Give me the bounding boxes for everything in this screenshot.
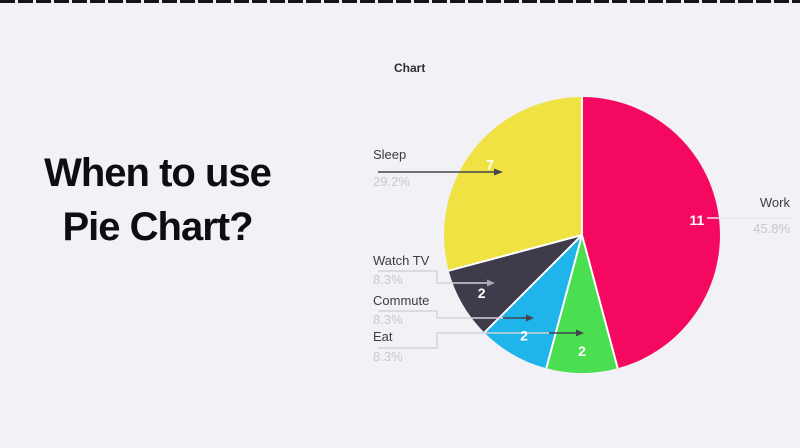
work-label: Work	[759, 195, 790, 210]
slice-separator	[483, 234, 583, 334]
commute-label: Commute	[373, 293, 430, 308]
top-border-decoration	[0, 0, 800, 3]
page-title-line1: When to use	[44, 151, 272, 195]
eat-label: Eat	[373, 329, 393, 344]
eat-percent: 8.3%	[373, 349, 403, 364]
slice-separator	[545, 234, 583, 369]
watch-tv-connector-arrow-icon	[487, 279, 495, 287]
watch-tv-percent: 8.3%	[373, 272, 403, 287]
commute-percent: 8.3%	[373, 312, 403, 327]
chart-title: Chart	[394, 61, 426, 75]
slice-value-sleep: 7	[486, 156, 494, 172]
pie-slice-work	[582, 97, 720, 369]
eat-connector-line	[378, 332, 549, 349]
eat-connector-arrow-icon	[576, 329, 584, 337]
pie-slices-group	[444, 97, 720, 373]
watch-tv-connector-line	[378, 270, 487, 284]
pie-slice-commute	[484, 235, 582, 369]
sleep-label: Sleep	[373, 147, 407, 162]
watch-tv-label: Watch TV	[373, 253, 430, 268]
commute-connector-line	[378, 310, 503, 319]
slice-separator	[581, 234, 619, 369]
callout-connectors-group	[378, 168, 791, 349]
slice-value-eat: 2	[578, 343, 586, 359]
pie-slice-sleep	[444, 97, 582, 271]
sleep-connector-arrow-icon	[494, 168, 503, 176]
slice-value-commute: 2	[520, 327, 528, 343]
sleep-percent: 29.2%	[373, 174, 410, 189]
commute-connector-arrow-icon	[526, 314, 534, 322]
slice-separator	[448, 234, 583, 272]
slice-value-work: 11	[689, 212, 704, 228]
pie-slice-eat	[546, 235, 618, 373]
work-percent: 45.8%	[753, 221, 790, 236]
page-title: When to use Pie Chart?	[0, 146, 315, 254]
slice-value-watch-tv: 2	[478, 285, 486, 301]
slice-value-labels-group: 11 2 2 2 7	[478, 156, 705, 359]
pie-slice-watch-tv	[448, 235, 582, 333]
page-title-line2: Pie Chart?	[62, 205, 253, 249]
slice-separators-group	[448, 97, 619, 369]
